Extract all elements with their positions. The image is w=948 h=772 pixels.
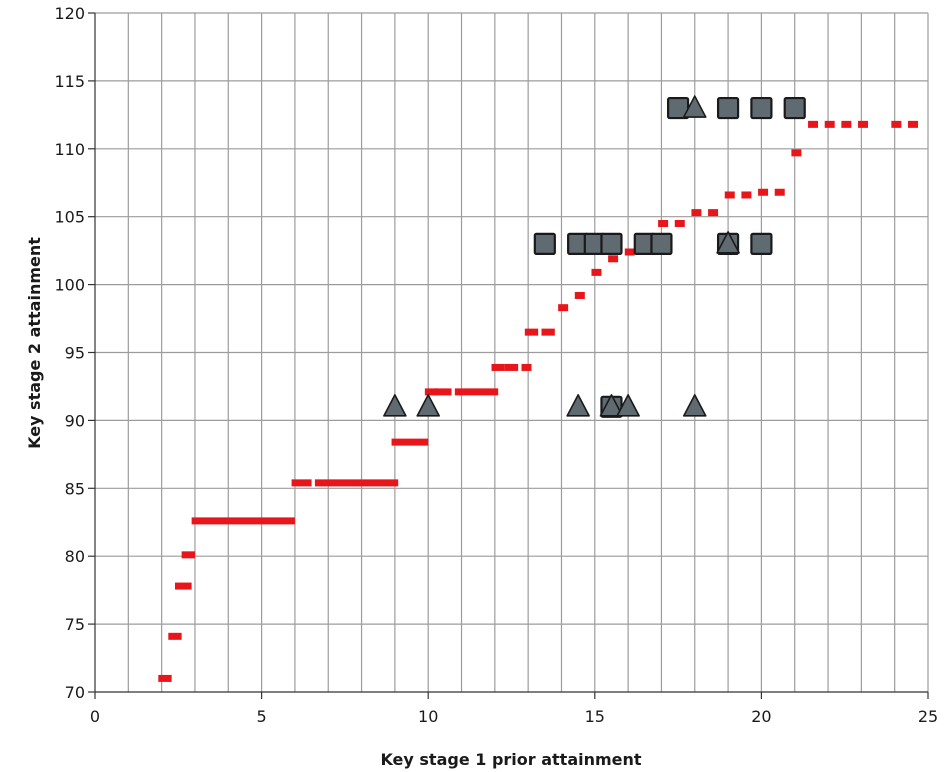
reference-segment [724, 191, 735, 199]
reference-segment [908, 120, 919, 128]
reference-segment [434, 388, 452, 396]
reference-segment [291, 479, 312, 487]
triangle-marker [566, 394, 590, 417]
square-marker [600, 232, 623, 255]
reference-segment [491, 363, 505, 371]
triangle-marker [599, 394, 624, 417]
y-axis-title: Key stage 2 attainment [25, 237, 44, 449]
tick-labels: 70 75 80 85 90 95 100 105 110 115 120 0 5 10 15 20 25 [54, 4, 938, 726]
x-axis-title: Key stage 1 prior attainment [380, 750, 641, 769]
square-marker [750, 232, 773, 255]
reference-segment [504, 363, 519, 371]
x-tick-label: 0 [90, 707, 100, 726]
reference-segment [841, 120, 852, 128]
reference-segment [658, 219, 669, 227]
reference-segment [858, 120, 869, 128]
reference-segment [168, 632, 182, 640]
reference-segment [791, 149, 802, 157]
triangle-marker [716, 231, 740, 254]
reference-segment [891, 120, 902, 128]
reference-segment [391, 438, 429, 446]
reference-segment [808, 120, 819, 128]
square-marker [716, 96, 740, 120]
axes [88, 12, 929, 699]
reference-segment [191, 517, 295, 525]
x-tick-label: 10 [418, 707, 438, 726]
y-tick-label: 110 [54, 140, 85, 159]
reference-segment [174, 582, 192, 590]
x-tick-label: 25 [918, 707, 938, 726]
square-marker [533, 232, 556, 255]
x-tick-label: 15 [585, 707, 605, 726]
reference-segment [524, 328, 539, 336]
y-tick-label: 75 [65, 615, 85, 634]
y-tick-label: 120 [54, 4, 85, 23]
reference-segment [521, 363, 532, 371]
y-tick-label: 95 [65, 344, 85, 363]
reference-segment [708, 209, 719, 217]
x-tick-label: 5 [257, 707, 267, 726]
reference-segment [591, 268, 602, 276]
reference-segment [574, 291, 585, 299]
reference-segment [758, 188, 769, 196]
y-tick-label: 100 [54, 276, 85, 295]
reference-segment [424, 388, 439, 396]
y-tick-label: 90 [65, 411, 85, 430]
x-tick-label: 20 [751, 707, 771, 726]
reference-segment [541, 328, 555, 336]
y-tick-label: 85 [65, 479, 85, 498]
reference-segment [608, 255, 619, 263]
y-tick-label: 80 [65, 547, 85, 566]
y-tick-label: 105 [54, 208, 85, 227]
reference-segment [181, 551, 195, 559]
reference-segment [691, 209, 702, 217]
square-marker [783, 96, 806, 120]
reference-segment [558, 304, 569, 312]
data-points [383, 95, 806, 418]
y-tick-label: 115 [54, 72, 85, 91]
reference-segment [314, 479, 399, 487]
reference-segment [774, 188, 785, 196]
triangle-marker [383, 394, 407, 417]
grid [95, 12, 929, 692]
triangle-marker [616, 394, 640, 417]
y-tick-label: 70 [65, 683, 85, 702]
square-marker [750, 96, 773, 120]
triangle-marker [682, 394, 707, 417]
triangle-marker [682, 95, 707, 118]
reference-segment [158, 674, 172, 682]
reference-segment [454, 388, 499, 396]
reference-segment [674, 219, 685, 227]
reference-segment [824, 120, 835, 128]
reference-line [158, 120, 919, 682]
square-marker [650, 232, 673, 255]
reference-segment [624, 248, 635, 256]
triangle-marker [416, 394, 441, 417]
reference-segment [741, 191, 752, 199]
